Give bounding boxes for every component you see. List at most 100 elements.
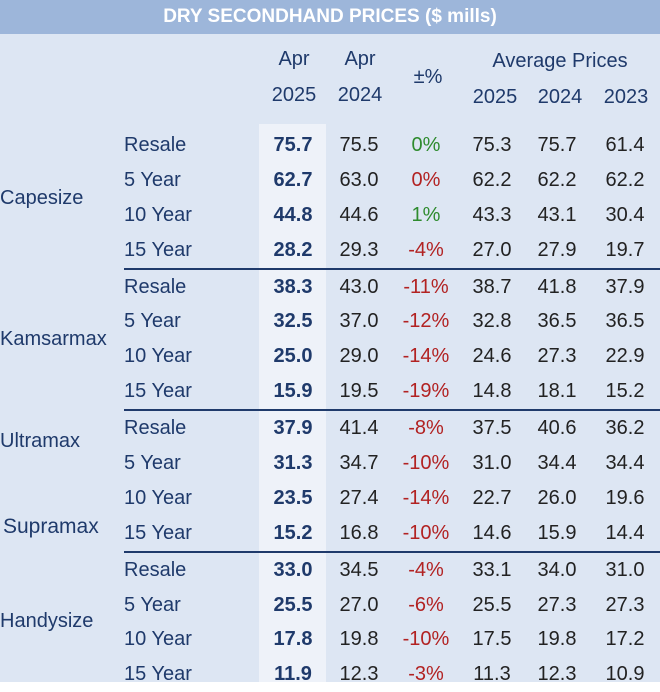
age-label: 15 Year [124,380,192,403]
value-change: -14% [402,345,450,368]
value-avg-2023: 36.2 [590,409,660,447]
age-label: 5 Year [124,168,181,191]
value-apr-2024: 29.0 [339,345,379,368]
value-apr-2025: 28.2 [273,238,313,261]
value-apr-2024: 19.8 [339,628,379,651]
value-avg-2025: 14.6 [472,521,512,544]
value-apr-2024: 12.3 [339,663,379,686]
value-avg-2025: 17.5 [472,628,512,651]
age-label: 10 Year [124,203,192,226]
value-avg-2024: 34.4 [537,451,577,474]
value-change: -3% [408,663,444,686]
value-avg-2025: 62.2 [472,168,512,191]
value-apr-2024: 27.4 [339,486,379,509]
value-apr-2024: 16.8 [339,521,379,544]
value-apr-2025: 23.5 [273,486,313,509]
value-change: -12% [402,310,450,333]
table-row: Kamsarmax Resale 38.3 43.0 -11% 38.7 41.8 37.9 [0,267,660,350]
value-change: -10% [402,628,450,651]
value-avg-2023: 10.9 [605,663,645,686]
value-change: -10% [402,521,450,544]
header-avg-2024: 2024 [537,86,583,108]
value-apr-2025: 15.9 [273,380,313,403]
value-apr-2024: 44.6 [339,203,379,226]
value-avg-2024: 34.0 [524,550,590,588]
value-avg-2025: 11.3 [473,663,511,686]
age-label: 5 Year [124,593,181,616]
value-apr-2024: 19.5 [339,380,379,403]
current-column-highlight [259,124,326,682]
age-label: 15 Year [124,663,192,686]
value-avg-2025: 38.7 [460,267,524,305]
header-apr-2024-month: Apr [344,48,376,70]
value-apr-2024: 75.5 [339,133,379,156]
value-avg-2023: 17.2 [605,628,645,651]
age-label: 10 Year [124,345,192,368]
value-apr-2025: 25.0 [273,345,313,368]
value-apr-2024: 37.0 [339,310,379,333]
value-apr-2025: 44.8 [273,203,313,226]
value-change: -6% [408,593,444,616]
value-apr-2025: 38.3 [260,267,326,305]
value-change: 0% [411,133,441,156]
value-change: -4% [392,550,460,588]
value-avg-2024: 27.9 [537,238,577,261]
value-avg-2025: 31.0 [472,451,512,474]
age-label: 10 Year [124,486,192,509]
value-avg-2023: 34.4 [605,451,645,474]
header-avg-2025: 2025 [472,86,518,108]
age-label: 5 Year [124,310,181,333]
value-avg-2023: 15.2 [605,380,645,403]
age-label: Resale [124,409,260,447]
table-row: 5 Year 32.5 37.0 -12% 32.8 36.5 36.5 [0,304,660,339]
table-row: 15 Year 11.9 12.3 -3% 11.3 12.3 10.9 [0,657,660,692]
table-row: Handysize Resale 33.0 34.5 -4% 33.1 34.0 31.0 [0,550,660,632]
group-label: Handysize [0,610,94,633]
value-change: -11% [392,267,460,305]
value-apr-2025: 25.5 [273,593,313,616]
value-avg-2024: 41.8 [524,267,590,305]
value-avg-2025: 37.5 [460,409,524,447]
group-label-supramax: Supramax [3,515,99,538]
age-label: 15 Year [124,521,192,544]
group-label: Capesize [0,186,84,209]
header-change: ±% [413,66,443,88]
value-avg-2025: 24.6 [472,345,512,368]
value-apr-2025: 75.7 [273,133,313,156]
value-change: 1% [411,203,441,226]
header-avg-2023: 2023 [603,86,649,108]
table-row: Capesize Resale 75.7 75.5 0% 75.3 75.7 61.4 [0,128,660,209]
value-avg-2024: 40.6 [524,409,590,447]
value-avg-2023: 37.9 [590,267,660,305]
value-avg-2023: 14.4 [605,521,645,544]
value-change: 0% [411,168,441,191]
value-avg-2023: 22.9 [605,345,645,368]
value-avg-2024: 43.1 [537,203,577,226]
value-avg-2023: 19.6 [605,486,645,509]
value-avg-2024: 19.8 [537,628,577,651]
value-change: -14% [402,486,450,509]
value-apr-2024: 63.0 [339,168,379,191]
value-apr-2024: 43.0 [326,267,392,305]
age-label: Resale [124,133,187,156]
value-avg-2025: 25.5 [472,593,512,616]
value-change: -4% [408,238,444,261]
header-apr-2024-year: 2024 [337,84,383,106]
table-row: 15 Year 28.2 29.3 -4% 27.0 27.9 19.7 [0,233,660,269]
value-avg-2025: 14.8 [472,380,512,403]
table-row: 5 Year 62.7 63.0 0% 62.2 62.2 62.2 [0,163,660,198]
table-row: 10 Year 23.5 27.4 -14% 22.7 26.0 19.6 [0,481,660,516]
value-avg-2023: 27.3 [605,593,645,616]
age-label: 10 Year [124,628,192,651]
table-row: 5 Year 25.5 27.0 -6% 25.5 27.3 27.3 [0,588,660,623]
value-change: -10% [402,451,450,474]
group-label: Ultramax [0,430,81,453]
value-apr-2025: 17.8 [273,628,313,651]
value-avg-2023: 31.0 [590,550,660,588]
value-avg-2024: 62.2 [537,168,577,191]
prices-table: Capesize Resale 75.7 75.5 0% 75.3 75.7 61.4 5 Ye… [0,128,660,692]
value-apr-2024: 27.0 [339,593,379,616]
value-apr-2025: 33.0 [260,550,326,588]
age-label: Resale [124,550,260,588]
